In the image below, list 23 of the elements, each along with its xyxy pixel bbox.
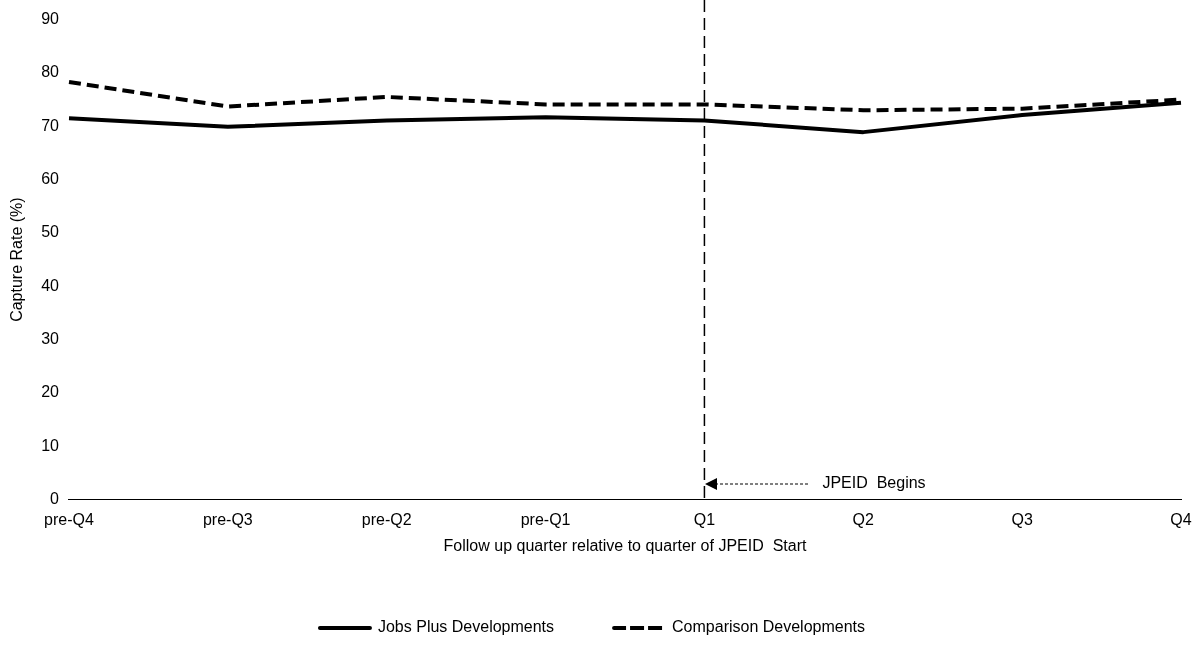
x-tick-label: Q1 — [693, 510, 716, 528]
x-tick-label: pre-Q2 — [361, 510, 412, 528]
y-tick-label: 50 — [41, 223, 60, 241]
y-tick-label: 70 — [41, 116, 60, 134]
y-axis-title: Capture Rate (%) — [8, 197, 26, 322]
y-tick-label: 10 — [41, 436, 60, 454]
y-tick-label: 60 — [41, 170, 60, 188]
x-tick-label: pre-Q4 — [44, 510, 94, 528]
y-tick-label: 0 — [50, 490, 60, 508]
y-tick-label: 20 — [41, 383, 60, 401]
x-tick-label: Q3 — [1011, 510, 1033, 528]
annotation: JPEID Begins — [822, 474, 926, 492]
legend-label: Comparison Developments — [672, 618, 866, 636]
legend-label: Jobs Plus Developments — [377, 618, 555, 636]
x-tick-label: pre-Q3 — [202, 510, 253, 528]
y-tick-label: 40 — [41, 276, 60, 294]
x-tick-label: Q4 — [1170, 510, 1192, 528]
y-tick-label: 30 — [41, 330, 60, 348]
x-axis-title: Follow up quarter relative to quarter of JPEID Start — [443, 536, 807, 554]
y-tick-label: 90 — [41, 10, 60, 28]
x-tick-label: pre-Q1 — [520, 510, 571, 528]
y-tick-label: 80 — [41, 63, 60, 81]
x-tick-label: Q2 — [852, 510, 875, 528]
